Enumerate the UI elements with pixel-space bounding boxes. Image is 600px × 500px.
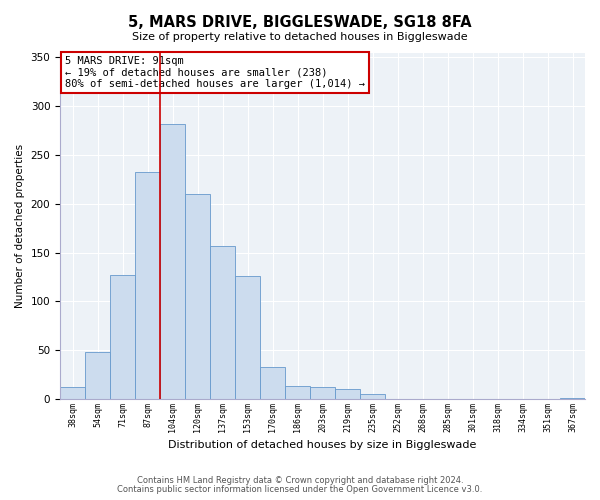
Text: Contains public sector information licensed under the Open Government Licence v3: Contains public sector information licen… xyxy=(118,485,482,494)
Text: Contains HM Land Registry data © Crown copyright and database right 2024.: Contains HM Land Registry data © Crown c… xyxy=(137,476,463,485)
Bar xyxy=(110,275,135,399)
Y-axis label: Number of detached properties: Number of detached properties xyxy=(15,144,25,308)
X-axis label: Distribution of detached houses by size in Biggleswade: Distribution of detached houses by size … xyxy=(169,440,477,450)
Text: 5, MARS DRIVE, BIGGLESWADE, SG18 8FA: 5, MARS DRIVE, BIGGLESWADE, SG18 8FA xyxy=(128,15,472,30)
Bar xyxy=(335,389,360,399)
Bar xyxy=(260,366,285,399)
Bar xyxy=(235,276,260,399)
Bar xyxy=(160,124,185,399)
Bar xyxy=(310,387,335,399)
Text: 5 MARS DRIVE: 91sqm
← 19% of detached houses are smaller (238)
80% of semi-detac: 5 MARS DRIVE: 91sqm ← 19% of detached ho… xyxy=(65,56,365,89)
Bar xyxy=(285,386,310,399)
Bar xyxy=(185,194,210,399)
Bar xyxy=(60,387,85,399)
Bar xyxy=(135,172,160,399)
Text: Size of property relative to detached houses in Biggleswade: Size of property relative to detached ho… xyxy=(132,32,468,42)
Bar xyxy=(560,398,585,399)
Bar xyxy=(360,394,385,399)
Bar xyxy=(85,352,110,399)
Bar xyxy=(210,246,235,399)
